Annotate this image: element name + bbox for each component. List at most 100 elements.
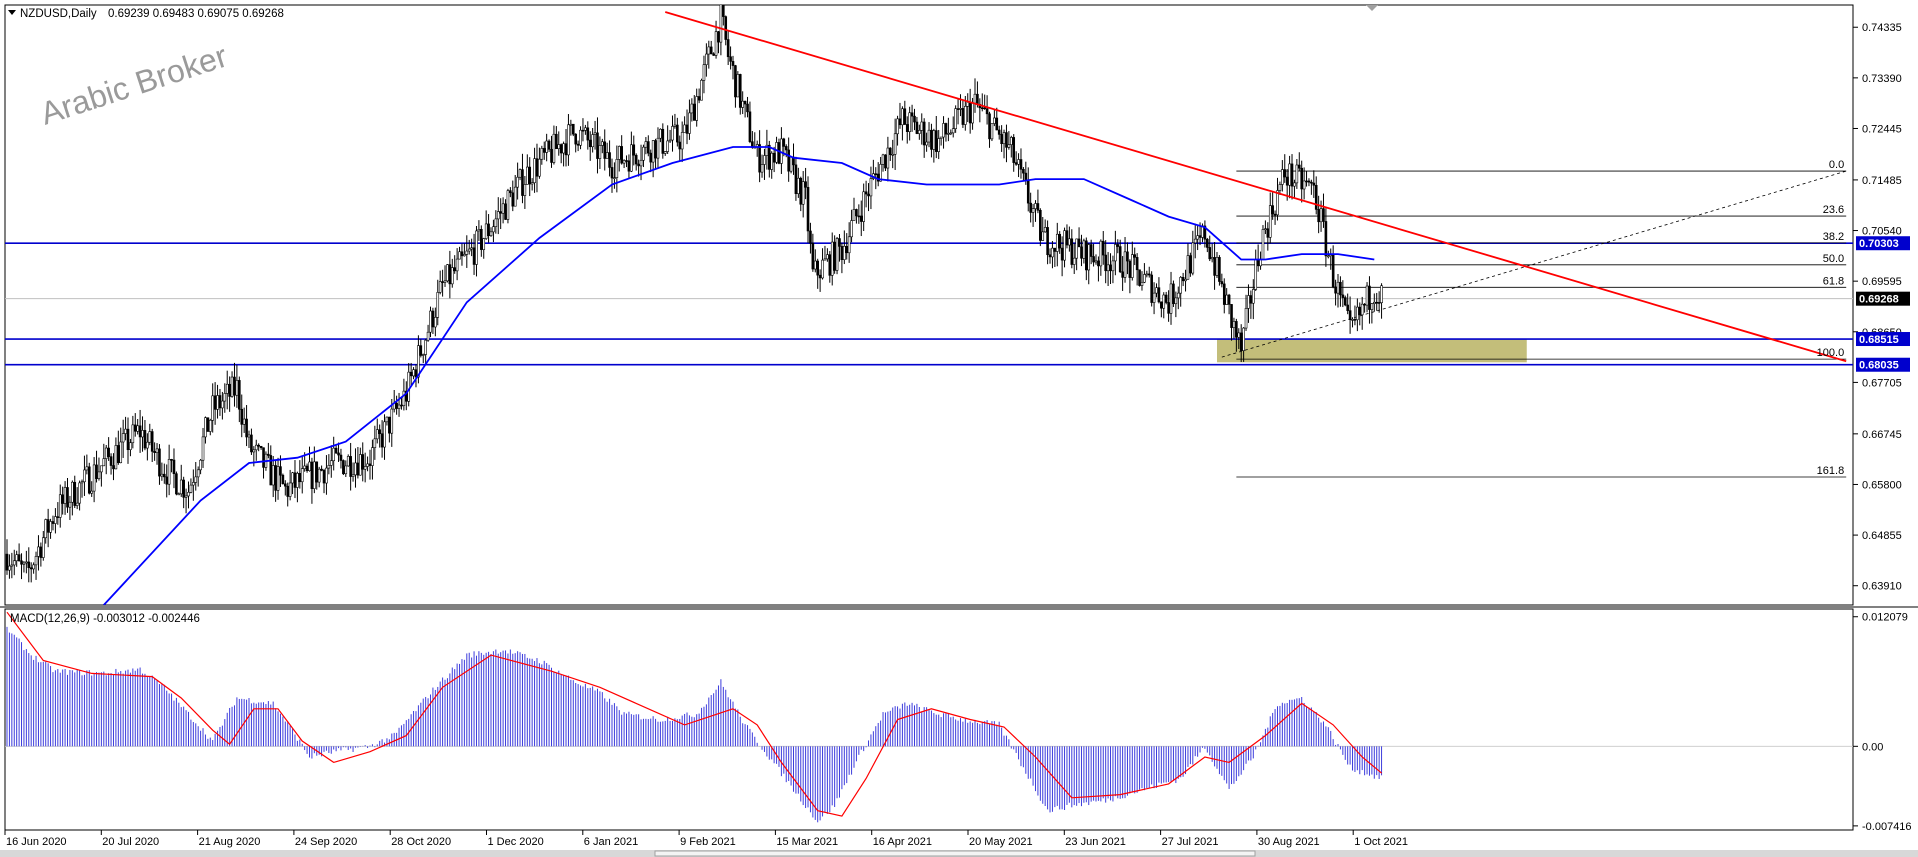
candle-body xyxy=(17,554,21,562)
candle-body xyxy=(1164,294,1168,303)
time-axis-label: 1 Dec 2020 xyxy=(488,836,544,848)
candle-body xyxy=(97,471,101,479)
candle-body xyxy=(221,400,224,409)
candle-body xyxy=(1343,297,1347,306)
candle-body xyxy=(823,258,827,261)
candle-body xyxy=(724,16,728,40)
candle-body xyxy=(463,254,466,257)
symbol-label: NZDUSD,Daily xyxy=(20,8,97,20)
symbol-menu-triangle-icon[interactable] xyxy=(8,10,16,15)
candle-body xyxy=(869,178,873,197)
candle-body xyxy=(547,140,551,150)
fib-level-label: 161.8 xyxy=(1817,465,1845,477)
candle-body xyxy=(1285,176,1289,186)
candle-body xyxy=(1145,273,1149,276)
candle-body xyxy=(867,193,870,197)
candle-body xyxy=(891,153,895,156)
candle-body xyxy=(1143,274,1146,283)
candle-body xyxy=(1034,203,1037,209)
candle-body xyxy=(574,133,578,145)
candle-body xyxy=(380,433,384,448)
candle-body xyxy=(158,448,161,477)
candle-body xyxy=(659,128,662,139)
candle-body xyxy=(124,428,127,434)
candle-body xyxy=(557,144,561,150)
candle-body xyxy=(588,139,592,148)
candle-body xyxy=(818,274,822,279)
time-axis-label: 24 Sep 2020 xyxy=(295,836,357,848)
time-axis-label: 20 May 2021 xyxy=(969,836,1033,848)
candle-body xyxy=(850,220,853,238)
candle-body xyxy=(192,482,195,486)
candle-body xyxy=(1278,184,1282,191)
candle-body xyxy=(22,562,26,565)
candle-body xyxy=(148,431,152,443)
candle-body xyxy=(230,376,234,397)
candle-body xyxy=(702,64,706,81)
candle-body xyxy=(1266,228,1270,238)
candle-body xyxy=(41,537,45,558)
candle-body xyxy=(434,317,437,328)
bottom-scrollbar-thumb[interactable] xyxy=(654,850,1256,857)
candle-body xyxy=(932,130,936,150)
candle-body xyxy=(368,463,372,466)
price-tag-box xyxy=(1856,236,1910,251)
candle-body xyxy=(908,112,911,132)
candle-body xyxy=(613,177,616,179)
candle-body xyxy=(942,123,945,138)
time-axis-label: 16 Jun 2020 xyxy=(6,836,67,848)
candle-body xyxy=(34,556,38,566)
candle-body xyxy=(862,191,865,222)
candle-body xyxy=(934,130,938,152)
candle-body xyxy=(119,441,123,464)
candle-body xyxy=(487,223,490,236)
candle-body xyxy=(993,117,996,124)
candle-body xyxy=(637,163,640,167)
candle-body xyxy=(356,462,360,476)
candle-body xyxy=(678,141,682,150)
candle-body xyxy=(852,209,856,221)
fib-level-label: 61.8 xyxy=(1823,275,1844,287)
candle-body xyxy=(521,169,524,196)
candle-body xyxy=(1070,238,1074,265)
candle-body xyxy=(1247,295,1250,309)
candle-body xyxy=(506,190,510,220)
candle-body xyxy=(1121,271,1124,278)
price-tag-box xyxy=(1856,332,1910,347)
candle-body xyxy=(354,462,357,476)
candle-body xyxy=(104,447,108,459)
candle-body xyxy=(431,310,435,328)
candle-body xyxy=(951,128,955,134)
candle-body xyxy=(228,383,231,397)
candle-body xyxy=(133,424,137,432)
candle-body xyxy=(325,467,328,484)
candle-body xyxy=(1135,257,1139,271)
candle-body xyxy=(525,166,529,185)
candle-body xyxy=(1097,260,1100,267)
candle-body xyxy=(247,434,251,438)
candle-body xyxy=(146,441,149,449)
candle-body xyxy=(1288,163,1291,186)
candle-body xyxy=(1273,213,1277,216)
candle-body xyxy=(250,434,253,453)
candle-body xyxy=(313,461,316,489)
candle-body xyxy=(1314,184,1318,210)
candle-body xyxy=(414,369,418,378)
candle-body xyxy=(1017,159,1020,165)
candle-body xyxy=(460,251,464,257)
candle-body xyxy=(1048,254,1052,258)
candle-body xyxy=(182,479,185,498)
candle-body xyxy=(1353,319,1357,321)
candle-body xyxy=(1138,269,1141,286)
candle-body xyxy=(893,133,897,155)
candle-body xyxy=(770,152,774,170)
candle-body xyxy=(1375,301,1379,304)
shift-marker-triangle-icon[interactable] xyxy=(1366,5,1378,11)
candle-body xyxy=(283,483,287,487)
candle-body xyxy=(378,429,381,435)
candle-body xyxy=(467,248,471,252)
candle-body xyxy=(189,484,193,493)
candle-body xyxy=(85,466,89,471)
price-axis-label: 0.69595 xyxy=(1862,276,1902,288)
candle-body xyxy=(748,111,752,142)
